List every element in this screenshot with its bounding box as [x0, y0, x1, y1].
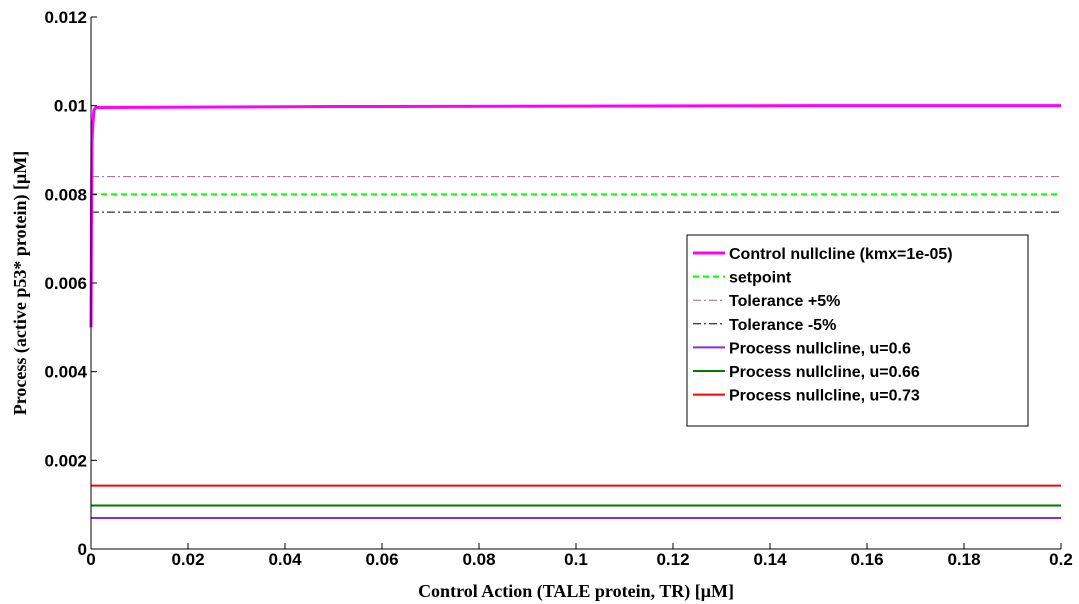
y-tick-label: 0.012	[44, 8, 87, 27]
x-tick-label: 0.16	[850, 550, 883, 569]
x-tick-label: 0.06	[365, 550, 398, 569]
x-tick-label: 0.02	[171, 550, 204, 569]
x-tick-label: 0.1	[564, 550, 588, 569]
legend-box	[686, 234, 1029, 427]
y-tick-label: 0.01	[54, 97, 87, 116]
legend-label: setpoint	[729, 270, 792, 287]
legend-label: Tolerance +5%	[729, 293, 840, 310]
x-tick-label: 0.04	[268, 550, 302, 569]
x-axis-label: Control Action (TALE protein, TR) [μM]	[418, 581, 734, 602]
x-tick-label: 0.08	[462, 550, 495, 569]
x-tick-label: 0	[86, 550, 95, 569]
legend-label: Process nullcline, u=0.6	[729, 340, 911, 357]
y-tick-label: 0.006	[44, 274, 87, 293]
y-tick-label: 0	[78, 540, 87, 559]
x-tick-label: 0.18	[947, 550, 980, 569]
ticks-layer: 0 0.02 0.04 0.06 0.08 0.1 0.12 0.14 0.16 0.18 0.2 0…	[44, 8, 1072, 569]
series-line-1	[89, 104, 1061, 328]
y-tick-label: 0.004	[44, 363, 87, 382]
y-tick-label: 0.002	[44, 451, 87, 470]
y-tick-label: 0.008	[44, 185, 87, 204]
legend-label: Control nullcline (kmx=1e-05)	[729, 246, 953, 263]
legend-label: Process nullcline, u=0.66	[729, 364, 920, 381]
legend: Control nullcline (kmx=1e-05) setpoint Tol…	[686, 234, 1029, 427]
legend-label: Process nullcline, u=0.73	[729, 388, 920, 405]
x-tick-label: 0.14	[753, 550, 787, 569]
y-axis-label: Process (active p53* protein) [μM]	[10, 151, 31, 415]
series-layer	[89, 104, 1061, 519]
x-tick-label: 0.2	[1049, 550, 1073, 569]
x-tick-label: 0.12	[656, 550, 689, 569]
legend-label: Tolerance -5%	[729, 317, 836, 334]
